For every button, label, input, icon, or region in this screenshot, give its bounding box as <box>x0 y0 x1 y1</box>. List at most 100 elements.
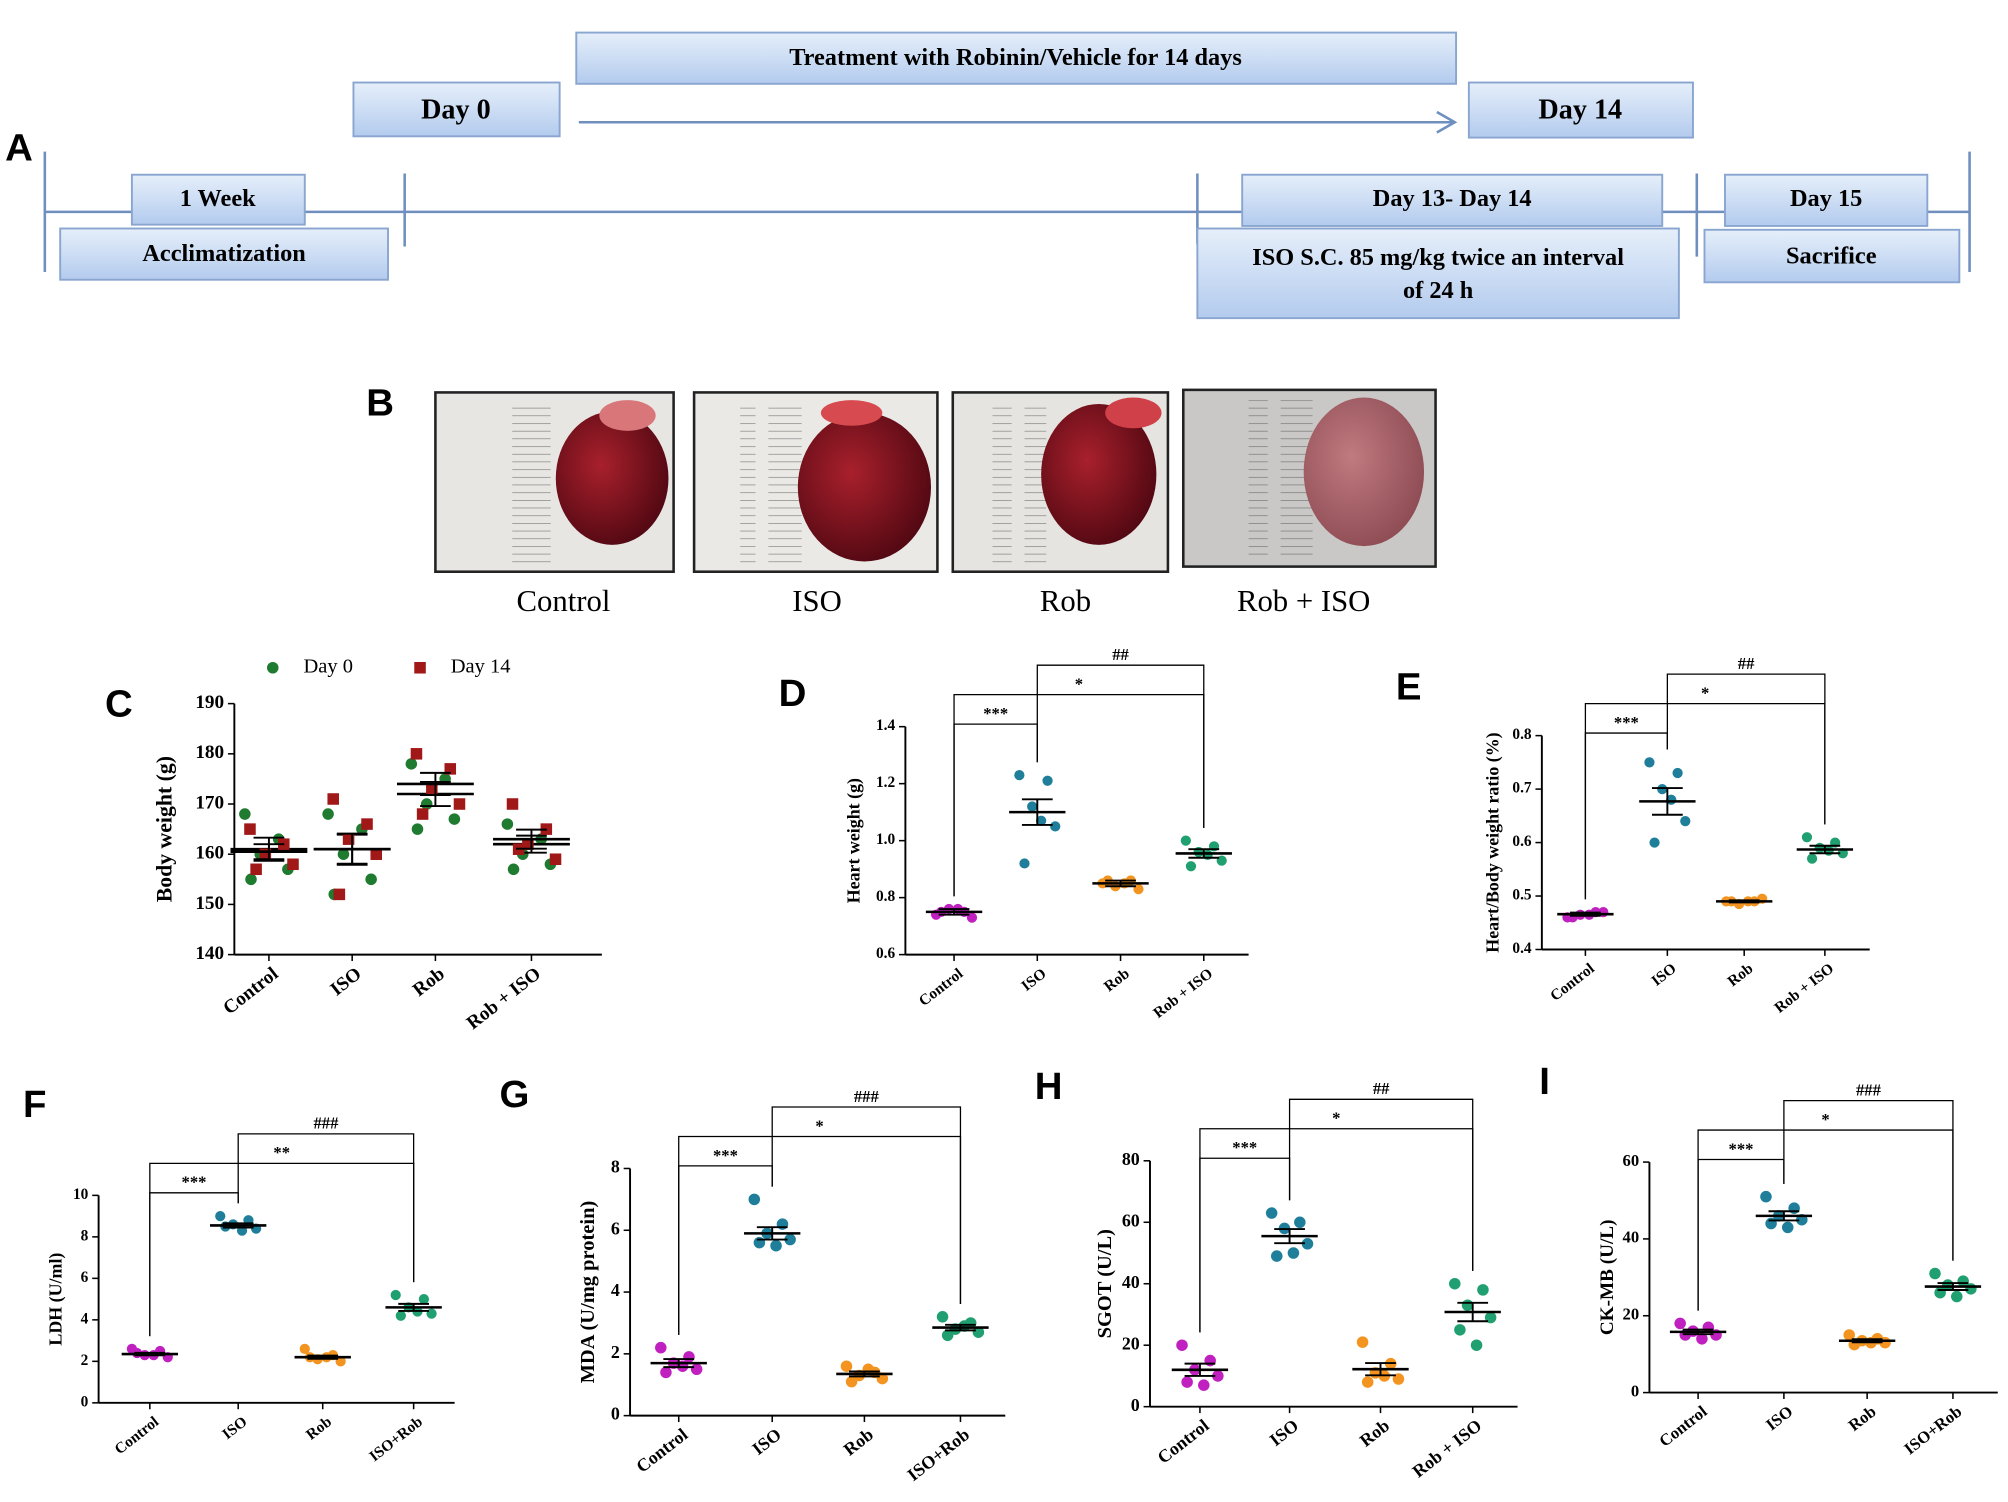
sem-bar <box>1274 1228 1305 1245</box>
box-text: Day 15 <box>1790 185 1862 212</box>
point <box>1470 1339 1483 1351</box>
x-tick-label: Control <box>1547 960 1598 1005</box>
point <box>322 808 334 820</box>
x-tick-label: ISO+Rob <box>903 1424 973 1485</box>
x-tick-label: Rob + ISO <box>1409 1415 1486 1481</box>
y-tick-label: 180 <box>195 742 224 763</box>
point <box>365 873 377 886</box>
point <box>655 1341 667 1354</box>
y-tick-label: 0.8 <box>876 888 896 905</box>
y-tick-label: 40 <box>1623 1228 1640 1247</box>
point <box>410 748 423 760</box>
y-tick-label: 8 <box>81 1227 89 1244</box>
significance: ** <box>273 1143 290 1162</box>
sem-bar <box>1651 787 1683 816</box>
point <box>299 1343 310 1355</box>
point <box>250 863 262 876</box>
photo <box>692 391 939 573</box>
box <box>130 173 306 226</box>
bracket <box>1036 664 1205 828</box>
point <box>1806 853 1818 864</box>
y-tick-label: 6 <box>611 1218 620 1238</box>
x-tick-label: ISO <box>748 1424 785 1459</box>
x-tick-label: ISO <box>1648 960 1679 990</box>
y-tick-label: 6 <box>81 1269 89 1286</box>
point <box>660 1366 672 1379</box>
chart: I 0 20 40 60 CK-MB (U/L) Control ISO Rob ISO+Rob *… <box>1539 1060 1998 1458</box>
box-text: Day 0 <box>421 94 491 125</box>
x-tick-label: Rob <box>1356 1415 1393 1450</box>
y-tick-label: 0 <box>1631 1381 1639 1400</box>
box-text: 1 Week <box>180 185 256 212</box>
panel-letter: B <box>366 381 394 424</box>
point <box>361 818 373 830</box>
sem-bar <box>945 1323 976 1332</box>
point <box>1644 757 1655 768</box>
point <box>784 1233 796 1246</box>
point <box>1176 1339 1188 1351</box>
sem-bar <box>134 1351 166 1357</box>
x-tick-label: Control <box>632 1424 691 1476</box>
significance: *** <box>1729 1139 1754 1158</box>
box <box>1241 173 1664 227</box>
y-tick-label: 20 <box>1623 1305 1640 1324</box>
sem-bar <box>516 828 547 850</box>
y-axis-label: Heart weight (g) <box>844 778 865 903</box>
sem-bar <box>938 908 970 916</box>
panel-letter: D <box>779 672 807 715</box>
point <box>506 798 519 810</box>
bracket <box>237 1133 415 1283</box>
point <box>1760 1190 1772 1203</box>
y-tick-label: 0 <box>611 1404 620 1424</box>
point <box>411 823 424 835</box>
box <box>59 227 389 281</box>
significance: ## <box>1373 1079 1390 1098</box>
x-tick-label: Rob <box>840 1424 877 1459</box>
sem-bar <box>756 1226 788 1241</box>
y-tick-label: 160 <box>195 843 224 864</box>
panel-letter: F <box>23 1083 46 1126</box>
panel-letter: E <box>1396 666 1422 709</box>
photo <box>951 391 1170 573</box>
point <box>1301 1238 1314 1250</box>
point <box>453 798 466 810</box>
point <box>1027 801 1038 812</box>
y-tick-label: 2 <box>611 1342 620 1362</box>
y-tick-label: 1.2 <box>876 774 896 791</box>
box-text: ISO S.C. 85 mg/kg twice an interval <box>1252 244 1624 271</box>
y-axis-label: LDH (U/ml) <box>46 1253 67 1346</box>
point <box>1361 1376 1374 1388</box>
point <box>327 793 339 805</box>
point <box>390 1289 401 1301</box>
significance: * <box>1701 683 1709 702</box>
point <box>239 808 251 820</box>
bracket <box>1288 1098 1474 1271</box>
y-tick-label: 0 <box>1131 1395 1140 1415</box>
significance: *** <box>713 1146 738 1165</box>
significance: ### <box>1856 1080 1882 1099</box>
photo-label: Rob <box>1040 584 1091 618</box>
y-tick-label: 2 <box>81 1352 89 1369</box>
y-tick-label: 0.6 <box>876 945 896 962</box>
significance: ## <box>1112 645 1129 664</box>
point <box>840 1360 853 1372</box>
box <box>575 31 1458 85</box>
point <box>215 1210 226 1222</box>
x-tick-label: ISO <box>1018 965 1049 995</box>
significance: ## <box>1738 654 1755 673</box>
y-tick-label: 0.7 <box>1512 780 1532 797</box>
significance: * <box>1075 675 1083 694</box>
point <box>1696 1333 1708 1345</box>
x-tick-label: ISO+Rob <box>366 1413 426 1465</box>
significance: *** <box>983 704 1008 723</box>
point <box>287 858 299 871</box>
chart: C 140 150 160 170 180 190 Body weight (g) Contro… <box>105 655 602 1034</box>
x-tick-label: Rob <box>303 1413 335 1443</box>
bracket <box>771 1106 962 1304</box>
point <box>448 813 461 825</box>
point <box>690 1363 703 1376</box>
y-axis-label: SGOT (U/L) <box>1094 1229 1116 1338</box>
point <box>259 848 272 860</box>
x-tick-label: ISO <box>1762 1402 1796 1435</box>
x-tick-label: Rob <box>1845 1402 1880 1435</box>
